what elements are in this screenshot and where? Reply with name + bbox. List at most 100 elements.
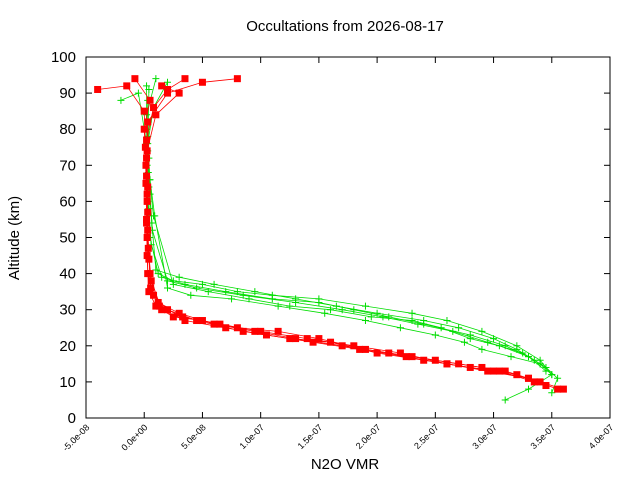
data-point bbox=[147, 284, 155, 292]
data-point bbox=[490, 335, 498, 343]
data-point bbox=[513, 345, 521, 353]
data-point bbox=[361, 317, 369, 325]
data-point bbox=[94, 85, 102, 93]
series-1-profile-line bbox=[147, 89, 553, 375]
chart-title: Occultations from 2026-08-17 bbox=[246, 18, 444, 35]
data-point bbox=[542, 382, 550, 390]
data-point bbox=[142, 179, 150, 187]
data-point bbox=[356, 345, 364, 353]
y-tick-label: 10 bbox=[59, 374, 76, 391]
data-point bbox=[548, 371, 556, 379]
data-point bbox=[154, 298, 162, 306]
data-point bbox=[175, 89, 183, 97]
data-point bbox=[478, 345, 486, 353]
data-point bbox=[155, 302, 163, 310]
series-2 bbox=[94, 75, 567, 393]
data-point bbox=[338, 342, 346, 350]
y-tick-label: 40 bbox=[59, 266, 76, 283]
data-point bbox=[507, 353, 515, 361]
data-point bbox=[548, 389, 556, 397]
y-tick-label: 0 bbox=[68, 410, 76, 427]
data-point bbox=[144, 270, 152, 278]
x-tick-label: 4.0e-07 bbox=[587, 422, 616, 451]
tick-marks bbox=[85, 56, 611, 419]
data-point bbox=[554, 385, 562, 393]
data-point bbox=[437, 324, 445, 332]
data-point bbox=[145, 85, 153, 93]
data-point bbox=[151, 212, 159, 220]
data-point bbox=[222, 324, 230, 332]
data-point bbox=[495, 367, 503, 375]
data-point bbox=[251, 288, 259, 296]
data-point bbox=[144, 183, 152, 191]
data-point bbox=[187, 291, 195, 299]
data-point bbox=[164, 85, 172, 93]
data-point bbox=[524, 353, 532, 361]
data-point bbox=[309, 338, 317, 346]
data-point bbox=[292, 295, 300, 303]
y-tick-labels: 0 10 20 30 40 50 60 70 80 90 100 bbox=[51, 49, 76, 427]
data-point bbox=[327, 306, 335, 314]
data-point bbox=[513, 371, 521, 379]
data-point bbox=[408, 309, 416, 317]
data-point bbox=[501, 396, 509, 404]
data-point bbox=[292, 335, 300, 343]
data-point bbox=[140, 125, 148, 133]
data-point bbox=[303, 335, 311, 343]
data-point bbox=[478, 363, 486, 371]
data-point bbox=[143, 82, 151, 90]
data-point bbox=[158, 306, 166, 314]
data-point bbox=[143, 219, 151, 227]
data-point bbox=[179, 313, 187, 321]
data-point bbox=[396, 324, 404, 332]
data-point bbox=[408, 317, 416, 325]
data-point bbox=[222, 288, 230, 296]
data-point bbox=[431, 331, 439, 339]
y-tick-label: 20 bbox=[59, 338, 76, 355]
y-tick-label: 50 bbox=[59, 230, 76, 247]
data-point bbox=[152, 266, 160, 274]
data-point bbox=[233, 324, 241, 332]
data-point bbox=[257, 327, 265, 335]
x-axis-label: N2O VMR bbox=[311, 456, 380, 473]
data-point bbox=[144, 118, 152, 126]
data-point bbox=[152, 75, 160, 83]
data-point bbox=[152, 111, 160, 119]
x-tick-label: 1.5e-07 bbox=[296, 422, 325, 451]
data-point bbox=[147, 277, 155, 285]
y-tick-label: 60 bbox=[59, 193, 76, 210]
data-point bbox=[144, 208, 152, 216]
data-point bbox=[216, 320, 224, 328]
data-point bbox=[143, 136, 151, 144]
data-point bbox=[181, 75, 189, 83]
data-point bbox=[233, 75, 241, 83]
data-point bbox=[443, 317, 451, 325]
data-point bbox=[501, 367, 509, 375]
data-point bbox=[332, 302, 340, 310]
data-point bbox=[554, 374, 562, 382]
data-point bbox=[315, 335, 323, 343]
data-point bbox=[443, 360, 451, 368]
data-point bbox=[367, 313, 375, 321]
data-point bbox=[455, 324, 463, 332]
x-tick-label: 1.0e-07 bbox=[237, 422, 266, 451]
data-point bbox=[164, 284, 172, 292]
data-point bbox=[524, 374, 532, 382]
x-tick-label: 5.0e-08 bbox=[179, 422, 208, 451]
x-tick-label: 3.0e-07 bbox=[470, 422, 499, 451]
data-point bbox=[466, 335, 474, 343]
data-point bbox=[169, 280, 177, 288]
x-tick-label: 0.0e+00 bbox=[119, 422, 149, 452]
data-point bbox=[169, 313, 177, 321]
data-point bbox=[402, 353, 410, 361]
data-point bbox=[181, 317, 189, 325]
data-point bbox=[524, 385, 532, 393]
data-point bbox=[559, 385, 567, 393]
data-point bbox=[478, 327, 486, 335]
data-point bbox=[542, 367, 550, 375]
data-point bbox=[286, 335, 294, 343]
data-point bbox=[361, 302, 369, 310]
data-point bbox=[158, 273, 166, 281]
data-point bbox=[143, 147, 151, 155]
data-point bbox=[145, 255, 153, 263]
